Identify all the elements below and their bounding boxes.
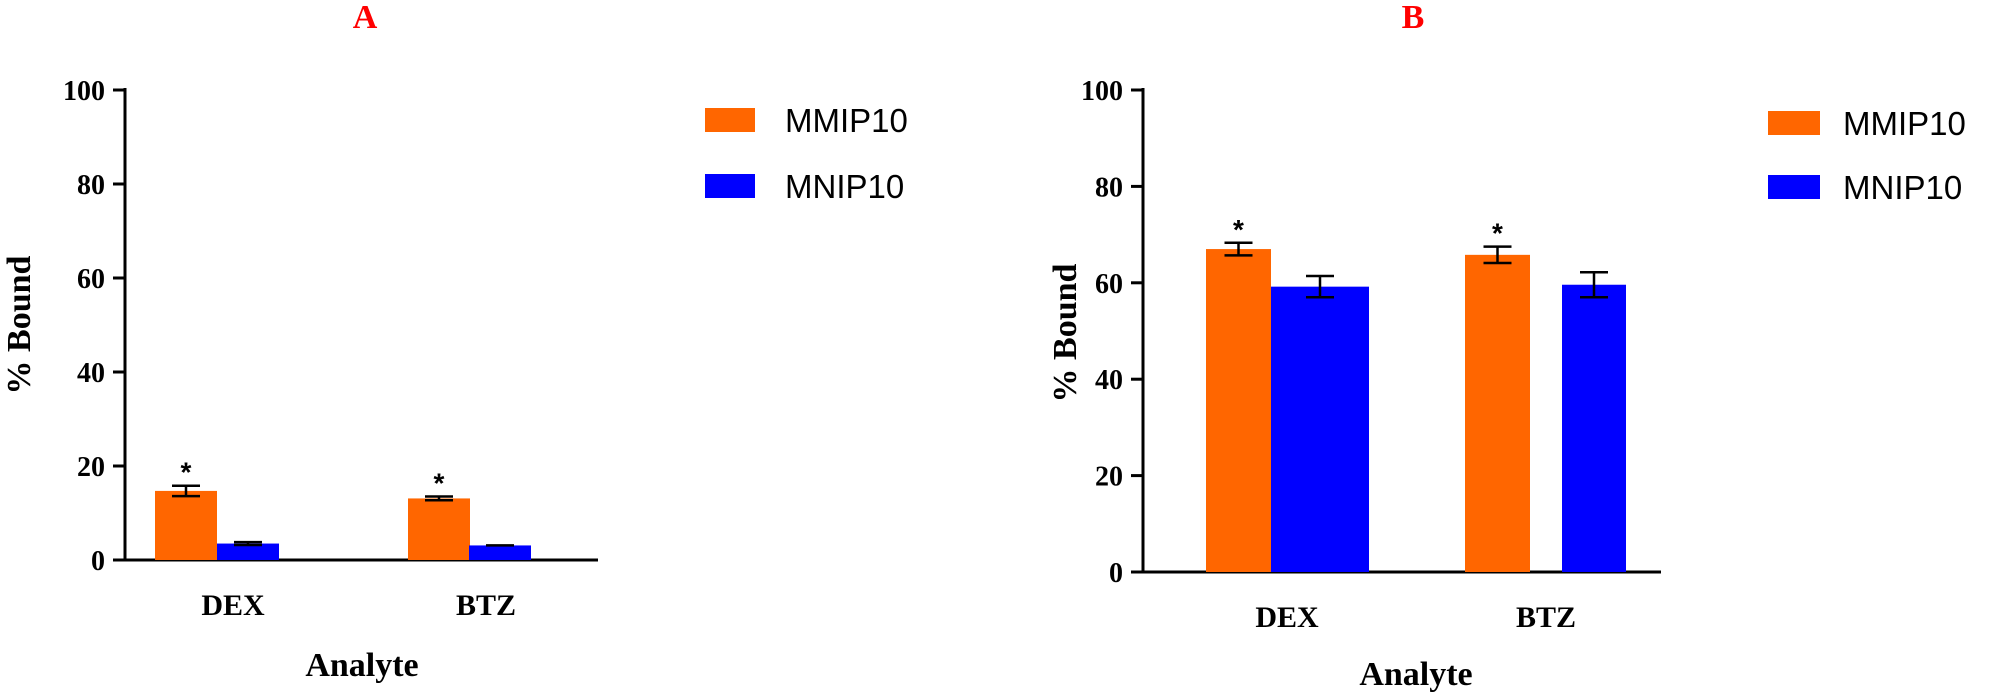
- bar-mmip10-dex: [155, 490, 217, 560]
- chart-panel-a: A 0 20 40 60 80 100 * DEX * BTZ Analyte % Bound MMIP1…: [1, 0, 908, 684]
- legend-label-mmip10: MMIP10: [785, 102, 908, 139]
- legend-swatch-mnip10: [1768, 175, 1820, 199]
- y-tick-label: 40: [77, 358, 105, 389]
- bar-mnip10-dex: [217, 543, 279, 560]
- x-category-label: BTZ: [456, 589, 516, 622]
- legend-label-mnip10: MNIP10: [1843, 169, 1962, 206]
- significance-marker: *: [1492, 218, 1503, 249]
- y-tick-label: 20: [77, 452, 105, 483]
- bar-mnip10-btz: [1562, 284, 1626, 572]
- significance-marker: *: [1233, 214, 1244, 245]
- y-tick-label: 20: [1095, 462, 1123, 493]
- significance-marker: *: [181, 457, 192, 488]
- y-axis-title: % Bound: [1047, 263, 1084, 402]
- y-tick-label: 60: [77, 264, 105, 295]
- y-tick-label: 100: [1081, 76, 1123, 107]
- legend-swatch-mnip10: [705, 174, 755, 198]
- legend-swatch-mmip10: [1768, 111, 1820, 135]
- bar-mmip10-dex: [1206, 249, 1271, 572]
- y-tick-label: 60: [1095, 269, 1123, 300]
- panel-title: B: [1402, 0, 1425, 36]
- y-tick-label: 0: [1109, 558, 1123, 589]
- chart-panel-b: B 0 20 40 60 80 100 * DEX * BTZ Analyte % Bound MMIP1…: [1047, 0, 1966, 693]
- x-category-label: DEX: [201, 589, 265, 622]
- x-category-label: BTZ: [1516, 601, 1576, 634]
- legend-swatch-mmip10: [705, 108, 755, 132]
- bar-mnip10-btz: [469, 545, 531, 560]
- y-tick-label: 80: [77, 170, 105, 201]
- bar-mnip10-dex: [1271, 286, 1369, 572]
- x-axis-title: Analyte: [305, 647, 418, 684]
- y-tick-label: 40: [1095, 365, 1123, 396]
- bar-mmip10-btz: [1465, 254, 1530, 572]
- x-axis-title: Analyte: [1359, 656, 1472, 693]
- bar-mmip10-btz: [408, 498, 470, 560]
- x-category-label: DEX: [1255, 601, 1319, 634]
- y-axis-title: % Bound: [1, 255, 38, 394]
- panel-title: A: [353, 0, 378, 36]
- legend-label-mmip10: MMIP10: [1843, 105, 1966, 142]
- legend-label-mnip10: MNIP10: [785, 168, 904, 205]
- y-tick-label: 0: [91, 546, 105, 577]
- y-tick-label: 80: [1095, 172, 1123, 203]
- y-tick-label: 100: [63, 76, 105, 107]
- significance-marker: *: [434, 468, 445, 499]
